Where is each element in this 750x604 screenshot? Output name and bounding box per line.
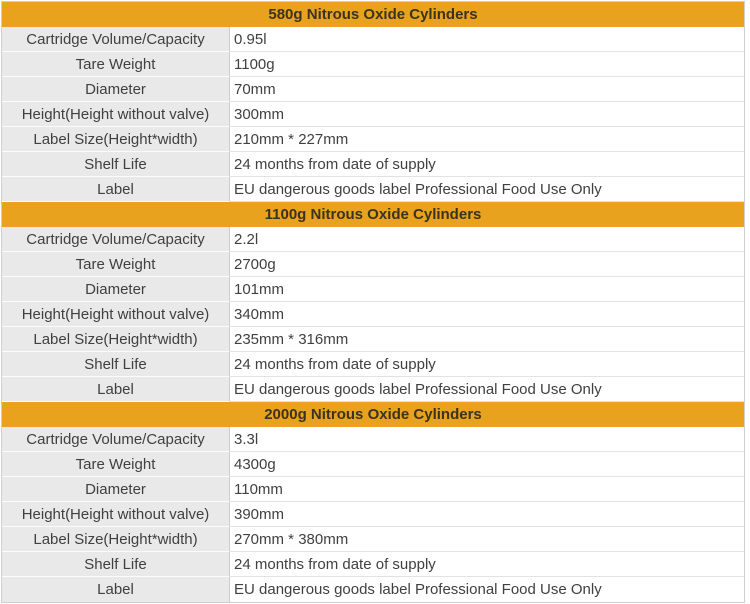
section-header-580g: 580g Nitrous Oxide Cylinders (2, 2, 744, 27)
row-value: 390mm (230, 502, 744, 527)
row-label: Cartridge Volume/Capacity (2, 227, 230, 252)
row-label: Height(Height without valve) (2, 502, 230, 527)
table-row: Diameter 101mm (2, 277, 744, 302)
table-row: Cartridge Volume/Capacity 2.2l (2, 227, 744, 252)
table-row: Tare Weight 4300g (2, 452, 744, 477)
row-value: 101mm (230, 277, 744, 302)
row-label: Label (2, 577, 230, 602)
row-label: Height(Height without valve) (2, 102, 230, 127)
table-row: Tare Weight 1100g (2, 52, 744, 77)
row-label: Tare Weight (2, 52, 230, 77)
row-value: 235mm * 316mm (230, 327, 744, 352)
row-label: Shelf Life (2, 552, 230, 577)
table-row: Label EU dangerous goods label Professio… (2, 377, 744, 402)
row-label: Label (2, 377, 230, 402)
row-label: Height(Height without valve) (2, 302, 230, 327)
table-row: Label EU dangerous goods label Professio… (2, 577, 744, 602)
row-value: EU dangerous goods label Professional Fo… (230, 377, 744, 402)
row-label: Cartridge Volume/Capacity (2, 27, 230, 52)
row-value: 340mm (230, 302, 744, 327)
row-label: Diameter (2, 477, 230, 502)
row-label: Shelf Life (2, 152, 230, 177)
table-row: Cartridge Volume/Capacity 3.3l (2, 427, 744, 452)
table-row: Diameter 70mm (2, 77, 744, 102)
row-value: 210mm * 227mm (230, 127, 744, 152)
table-row: Label Size(Height*width) 235mm * 316mm (2, 327, 744, 352)
row-value: 110mm (230, 477, 744, 502)
table-row: Shelf Life 24 months from date of supply (2, 152, 744, 177)
row-value: EU dangerous goods label Professional Fo… (230, 177, 744, 202)
section-title: 2000g Nitrous Oxide Cylinders (264, 406, 482, 423)
row-value: 0.95l (230, 27, 744, 52)
row-value: 70mm (230, 77, 744, 102)
row-value: 270mm * 380mm (230, 527, 744, 552)
row-label: Label Size(Height*width) (2, 127, 230, 152)
row-label: Diameter (2, 77, 230, 102)
row-value: 300mm (230, 102, 744, 127)
row-value: 2700g (230, 252, 744, 277)
table-row: Shelf Life 24 months from date of supply (2, 552, 744, 577)
row-value: 2.2l (230, 227, 744, 252)
row-label: Label (2, 177, 230, 202)
table-row: Label Size(Height*width) 210mm * 227mm (2, 127, 744, 152)
row-value: 24 months from date of supply (230, 552, 744, 577)
row-value: 4300g (230, 452, 744, 477)
section-header-2000g: 2000g Nitrous Oxide Cylinders (2, 402, 744, 427)
section-header-1100g: 1100g Nitrous Oxide Cylinders (2, 202, 744, 227)
row-value: EU dangerous goods label Professional Fo… (230, 577, 744, 602)
table-row: Shelf Life 24 months from date of supply (2, 352, 744, 377)
table-row: Height(Height without valve) 340mm (2, 302, 744, 327)
table-row: Height(Height without valve) 300mm (2, 102, 744, 127)
table-row: Height(Height without valve) 390mm (2, 502, 744, 527)
row-value: 24 months from date of supply (230, 352, 744, 377)
table-row: Label Size(Height*width) 270mm * 380mm (2, 527, 744, 552)
row-value: 3.3l (230, 427, 744, 452)
row-label: Cartridge Volume/Capacity (2, 427, 230, 452)
section-title: 1100g Nitrous Oxide Cylinders (264, 206, 482, 223)
row-label: Shelf Life (2, 352, 230, 377)
table-row: Diameter 110mm (2, 477, 744, 502)
row-value: 24 months from date of supply (230, 152, 744, 177)
section-title: 580g Nitrous Oxide Cylinders (268, 6, 478, 23)
table-row: Tare Weight 2700g (2, 252, 744, 277)
row-label: Diameter (2, 277, 230, 302)
table-row: Label EU dangerous goods label Professio… (2, 177, 744, 202)
row-label: Tare Weight (2, 452, 230, 477)
row-label: Label Size(Height*width) (2, 527, 230, 552)
row-label: Label Size(Height*width) (2, 327, 230, 352)
row-value: 1100g (230, 52, 744, 77)
table-row: Cartridge Volume/Capacity 0.95l (2, 27, 744, 52)
row-label: Tare Weight (2, 252, 230, 277)
